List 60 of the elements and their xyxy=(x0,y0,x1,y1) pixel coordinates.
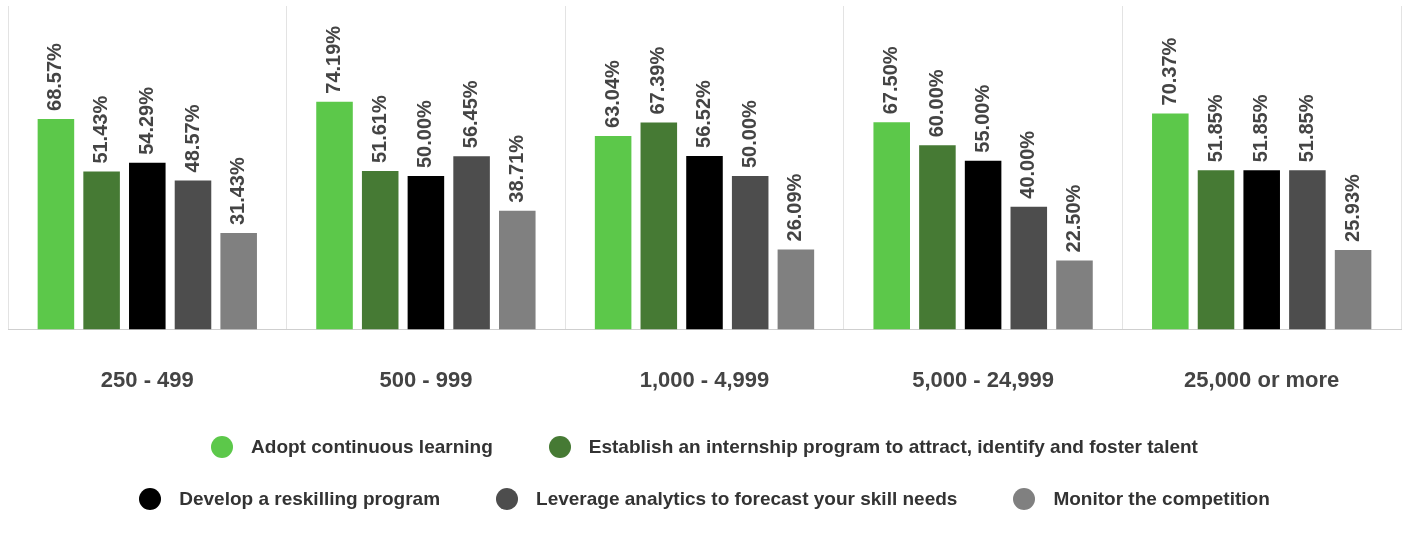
bar xyxy=(361,171,399,330)
bar xyxy=(499,210,536,330)
bar xyxy=(1334,249,1372,330)
data-label: 26.09% xyxy=(783,173,806,242)
bar xyxy=(640,122,678,330)
bar xyxy=(1010,206,1048,330)
data-label: 51.85% xyxy=(1249,94,1272,163)
bar xyxy=(686,155,723,330)
bar xyxy=(964,160,1002,330)
x-tick-label: 25,000 or more xyxy=(1184,366,1340,392)
legend-label: Monitor the competition xyxy=(1053,488,1270,510)
bar xyxy=(129,162,166,330)
data-label: 51.43% xyxy=(89,95,112,164)
data-label: 67.39% xyxy=(646,46,669,115)
data-label: 38.71% xyxy=(504,134,527,203)
data-label: 48.57% xyxy=(180,104,203,173)
bar xyxy=(37,118,75,330)
bar xyxy=(83,171,120,330)
bar xyxy=(873,122,910,330)
bar xyxy=(731,176,769,330)
x-tick-label: 250 - 499 xyxy=(100,366,194,392)
data-label: 22.50% xyxy=(1062,184,1084,253)
data-label: 68.57% xyxy=(43,42,66,111)
data-label: 25.93% xyxy=(1340,173,1363,242)
x-tick-label: 500 - 999 xyxy=(379,366,473,392)
data-label: 70.37% xyxy=(1157,37,1180,106)
bar xyxy=(220,233,257,330)
legend-label: Leverage analytics to forecast your skill needs xyxy=(536,488,958,510)
legend-label: Develop a reskilling program xyxy=(179,488,441,510)
bar xyxy=(174,180,212,330)
data-label: 51.85% xyxy=(1203,94,1226,163)
bar xyxy=(919,145,956,330)
data-label: 51.61% xyxy=(367,95,390,164)
data-label: 31.43% xyxy=(226,157,249,226)
data-label: 54.29% xyxy=(134,86,157,155)
bar xyxy=(1289,170,1326,330)
data-label: 50.00% xyxy=(413,99,436,169)
bar xyxy=(1243,170,1280,330)
bar xyxy=(594,135,632,330)
legend-label: Establish an internship program to attract, identify and foster talent xyxy=(588,436,1198,458)
data-label: 63.04% xyxy=(600,59,623,128)
data-label: 74.19% xyxy=(322,25,345,94)
data-label: 56.45% xyxy=(459,80,482,149)
data-label: 67.50% xyxy=(879,46,902,115)
bar xyxy=(453,156,490,330)
data-label: 50.00% xyxy=(737,99,760,169)
bar xyxy=(316,101,353,330)
bar xyxy=(777,249,815,330)
legend-label: Adopt continuous learning xyxy=(251,436,493,458)
data-label: 60.00% xyxy=(924,69,947,138)
bar xyxy=(1152,113,1189,330)
data-label: 56.52% xyxy=(692,79,715,148)
x-tick-label: 1,000 - 4,999 xyxy=(639,366,770,392)
bar xyxy=(1197,170,1235,330)
data-label: 51.85% xyxy=(1294,94,1317,163)
bar xyxy=(407,176,445,330)
data-label: 40.00% xyxy=(1016,130,1039,199)
data-label: 55.00% xyxy=(970,84,993,153)
bar xyxy=(1056,260,1093,330)
x-tick-label: 5,000 - 24,999 xyxy=(912,366,1055,392)
